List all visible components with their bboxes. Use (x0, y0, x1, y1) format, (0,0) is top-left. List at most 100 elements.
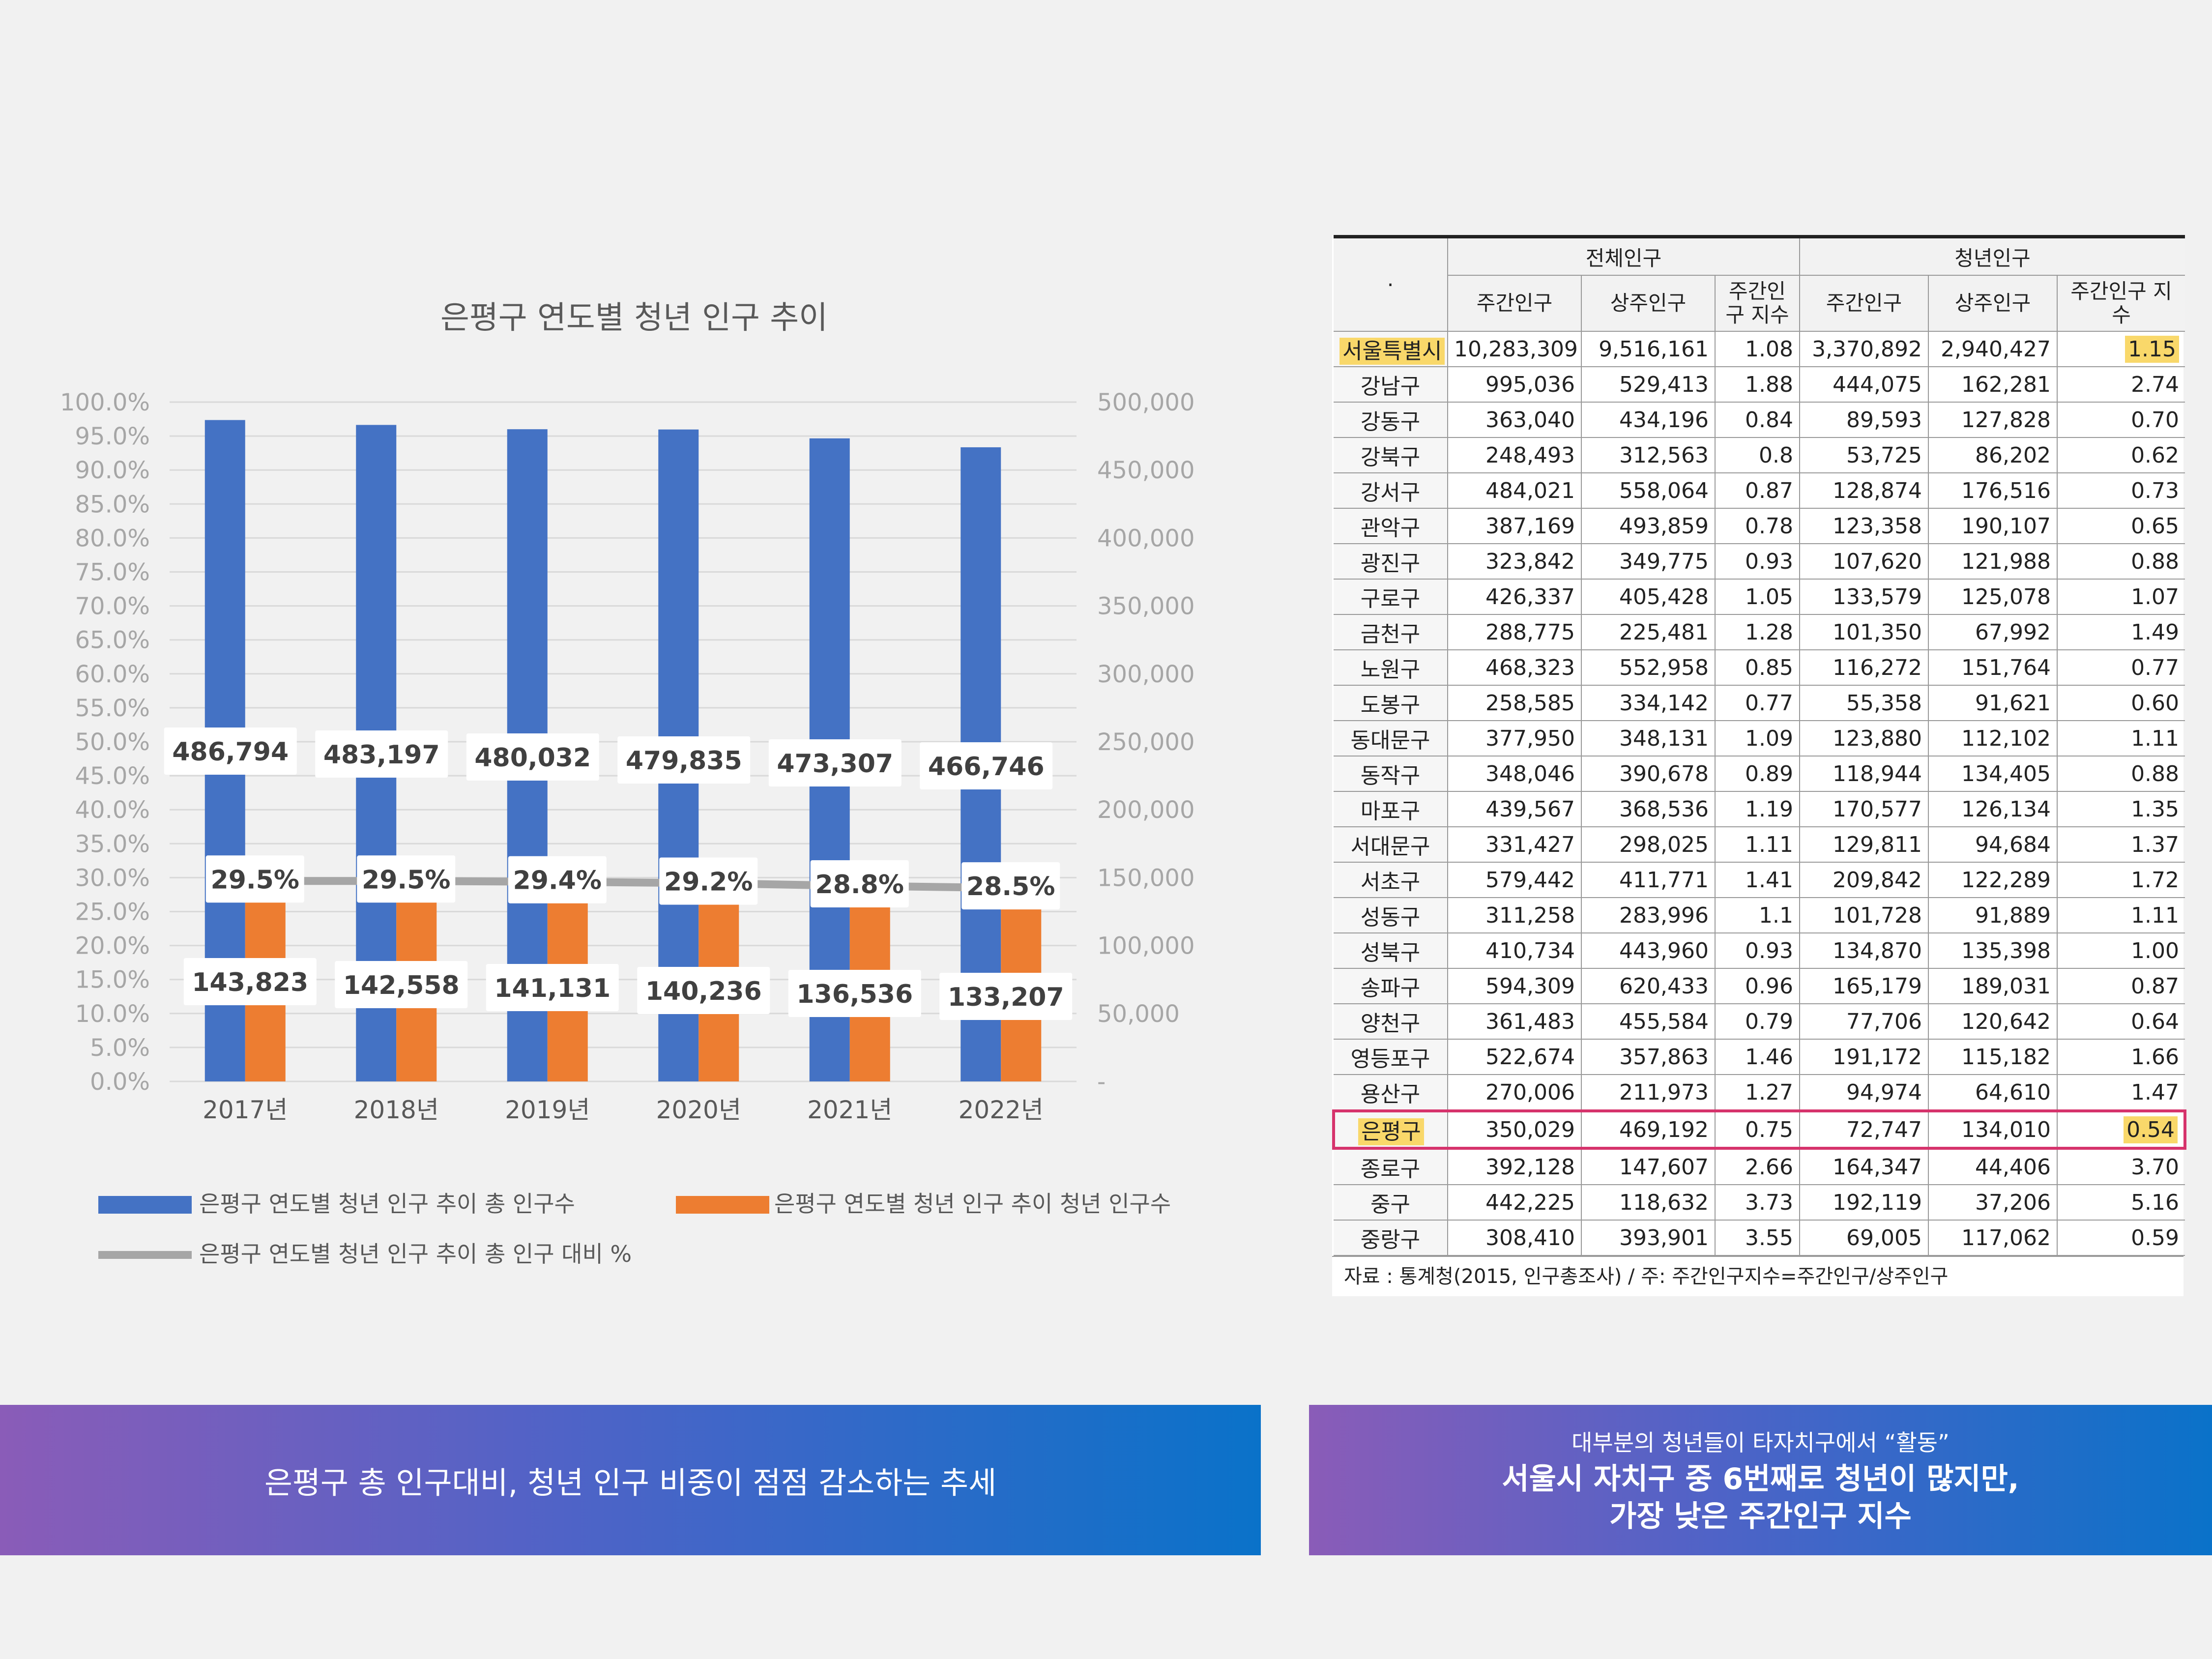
table-cell: 3.73 (1715, 1184, 1800, 1221)
table-cell-value: 128,874 (1833, 478, 1922, 503)
table-cell: 121,988 (1928, 543, 2058, 580)
right-axis-tick: 250,000 (1097, 728, 1195, 756)
table-cell-value: 411,771 (1619, 867, 1709, 893)
table-cell-value: 107,620 (1833, 549, 1922, 574)
table-cell: 5.16 (2056, 1184, 2185, 1221)
district-name-text: 강남구 (1360, 374, 1421, 399)
table-cell-value: 522,674 (1485, 1044, 1575, 1070)
column-header: 상주인구 (1581, 275, 1716, 332)
right-axis-tick: 350,000 (1097, 593, 1195, 620)
district-name: 서초구 (1334, 862, 1448, 898)
total-data-label: 486,794 (172, 737, 289, 767)
table-cell-value: 89,593 (1846, 407, 1922, 433)
table-cell-value: 123,880 (1833, 726, 1922, 751)
table-row: 관악구 387,169 493,859 0.78 123,358 190,107 0.65 (1334, 508, 2185, 544)
table-cell: 410,734 (1447, 932, 1582, 969)
right-axis-tick: 500,000 (1097, 389, 1195, 416)
table-cell: 0.93 (1715, 932, 1800, 969)
table-cell: 444,075 (1799, 366, 1929, 403)
district-name-text: 노원구 (1360, 657, 1421, 682)
table-row: 중구 442,225 118,632 3.73 192,119 37,206 5.16 (1334, 1184, 2185, 1221)
district-name: 종로구 (1334, 1148, 1448, 1185)
table-cell-value: 331,427 (1485, 832, 1575, 857)
legend-label-youth: 은평구 연도별 청년 인구 추이 청년 인구수 (774, 1191, 1171, 1217)
table-cell-value: 1.11 (2131, 902, 2180, 928)
table-cell-value: 77,706 (1846, 1009, 1922, 1034)
table-cell-value: 1.47 (2131, 1079, 2180, 1105)
table-cell-value: 0.87 (2131, 973, 2180, 999)
table-cell: 91,889 (1928, 897, 2058, 933)
table-cell: 0.84 (1715, 402, 1800, 438)
left-axis-tick: 0.0% (90, 1068, 150, 1096)
table-cell-value: 405,428 (1619, 584, 1709, 610)
table-cell: 349,775 (1581, 543, 1716, 580)
table-cell: 248,493 (1447, 437, 1582, 473)
table-cell: 455,584 (1581, 1003, 1716, 1040)
table-cell: 270,006 (1447, 1074, 1582, 1111)
table-cell: 377,950 (1447, 720, 1582, 757)
ratio-data-label: 29.5% (362, 865, 450, 895)
left-axis-tick: 40.0% (75, 796, 150, 824)
table-cell-value: 312,563 (1619, 442, 1709, 468)
table-cell: 357,863 (1581, 1039, 1716, 1075)
table-cell: 126,134 (1928, 791, 2058, 827)
table-row: 성동구 311,258 283,996 1.1 101,728 91,889 1.11 (1334, 897, 2185, 933)
table-cell-value: 439,567 (1485, 796, 1575, 822)
total-data-label: 473,307 (777, 749, 893, 779)
table-cell-value: 135,398 (1961, 938, 2051, 963)
table-cell: 190,107 (1928, 508, 2058, 544)
table-cell-value: 455,584 (1619, 1009, 1709, 1034)
table-cell: 0.93 (1715, 543, 1800, 580)
table-row: 강동구 363,040 434,196 0.84 89,593 127,828 0.70 (1334, 402, 2185, 438)
total-data-label: 480,032 (474, 743, 591, 773)
district-name-text: 용산구 (1360, 1082, 1421, 1107)
table-cell-value: 552,958 (1619, 655, 1709, 680)
table-cell-value: 5.16 (2131, 1190, 2180, 1215)
table-cell: 1.28 (1715, 614, 1800, 650)
table-row: 동작구 348,046 390,678 0.89 118,944 134,405 0.88 (1334, 756, 2185, 792)
table-cell: 209,842 (1799, 862, 1929, 898)
table-cell: 101,350 (1799, 614, 1929, 650)
district-name-text: 서대문구 (1350, 834, 1430, 859)
table-cell: 348,131 (1581, 720, 1716, 757)
table-cell: 0.62 (2056, 437, 2185, 473)
chart-title: 은평구 연도별 청년 인구 추이 (440, 300, 828, 336)
table-cell-value: 118,944 (1833, 761, 1922, 786)
table-row: 성북구 410,734 443,960 0.93 134,870 135,398 1.00 (1334, 932, 2185, 969)
total-data-label: 479,835 (626, 746, 742, 776)
table-row: 금천구 288,775 225,481 1.28 101,350 67,992 1.49 (1334, 614, 2185, 650)
table-cell-value: 147,607 (1619, 1154, 1709, 1180)
table-cell-value: 2.74 (2131, 372, 2180, 397)
table-cell-value: 1.1 (1759, 902, 1793, 928)
table-cell: 127,828 (1928, 402, 2058, 438)
table-cell: 0.70 (2056, 402, 2185, 438)
table-cell: 484,021 (1447, 472, 1582, 509)
district-name: 서대문구 (1334, 826, 1448, 863)
population-table: · 전체인구 청년인구 주간인구 상주인구 주간인구 지수 주간인구 상주인구 주간인구 … (1332, 235, 2187, 1256)
table-cell: 64,610 (1928, 1074, 2058, 1111)
table-cell-value: 1.15 (2125, 335, 2180, 363)
youth-data-label-box (486, 964, 619, 1011)
table-cell-value: 0.65 (2131, 513, 2180, 539)
x-axis-tick: 2018년 (354, 1096, 439, 1124)
column-header: 주간인구 (1799, 275, 1929, 332)
table-cell-value: 1.41 (1745, 867, 1793, 893)
ratio-data-label: 28.5% (966, 872, 1055, 902)
table-cell: 94,684 (1928, 826, 2058, 863)
district-name-text: 종로구 (1360, 1157, 1421, 1182)
table-cell-value: 348,131 (1619, 726, 1709, 751)
youth-data-label-box (637, 967, 770, 1014)
district-name-text: 서초구 (1360, 870, 1421, 895)
table-cell: 189,031 (1928, 968, 2058, 1004)
youth-data-label: 133,207 (948, 983, 1064, 1012)
table-cell-value: 444,075 (1833, 372, 1922, 397)
table-cell: 122,289 (1928, 862, 2058, 898)
table-cell-value: 0.88 (2131, 549, 2180, 574)
table-cell: 443,960 (1581, 932, 1716, 969)
table-cell-value: 350,029 (1485, 1117, 1575, 1142)
table-cell-value: 69,005 (1846, 1225, 1922, 1251)
table-cell: 468,323 (1447, 649, 1582, 686)
table-cell: 620,433 (1581, 968, 1716, 1004)
district-name: 성동구 (1334, 897, 1448, 933)
table-cell-value: 121,988 (1961, 549, 2051, 574)
